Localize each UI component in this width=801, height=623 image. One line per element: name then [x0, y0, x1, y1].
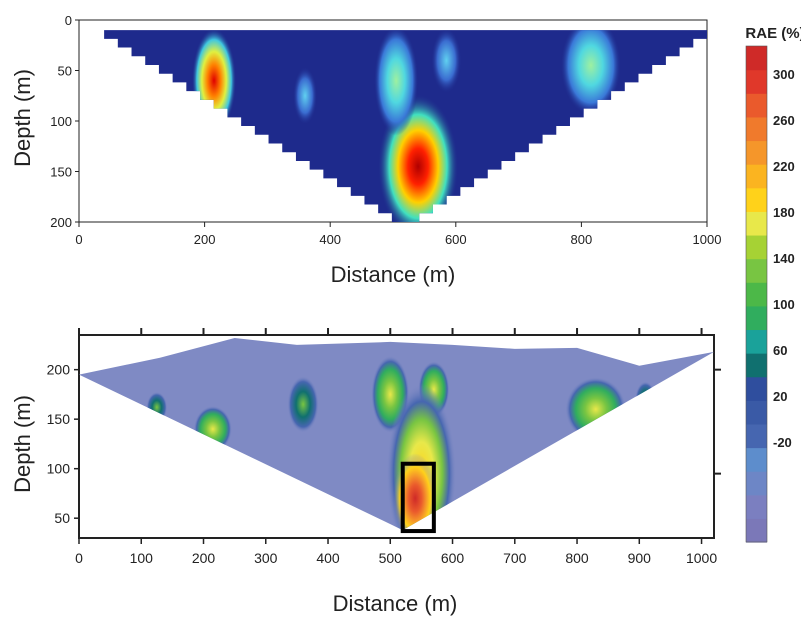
colorbar: RAE (%) 300 260 220 180 140 100 60 20 -20: [745, 25, 801, 543]
colorbar-swatches: [746, 46, 767, 543]
top-x-tick-label: 400: [319, 232, 341, 247]
colorbar-swatch: [746, 329, 767, 354]
anomaly-highlight-box: [400, 461, 436, 534]
top-x-tick-label: 1000: [693, 232, 722, 247]
colorbar-swatch: [746, 69, 767, 94]
top-y-axis-label: Depth (m): [10, 69, 35, 167]
colorbar-tick-label: 180: [773, 205, 795, 220]
bottom-anomaly-2: [287, 375, 319, 433]
colorbar-tick-label: 60: [773, 343, 787, 358]
top-anomaly-4: [293, 66, 318, 125]
top-anomaly-5: [431, 30, 462, 94]
top-anomaly-3: [560, 30, 621, 116]
bottom-panel: 0 100 200 300 400 500 600 700 800 900 1000 50 100 15…: [10, 328, 721, 616]
top-x-tick-label: 0: [75, 232, 82, 247]
colorbar-swatch: [746, 305, 767, 331]
colorbar-swatch: [746, 282, 767, 307]
bottom-y-tick-label: 150: [47, 411, 71, 427]
colorbar-tick-label: 20: [773, 389, 787, 404]
top-x-axis-label: Distance (m): [331, 262, 456, 287]
bottom-y-tick-label: 50: [54, 510, 70, 526]
colorbar-swatch: [746, 423, 767, 449]
colorbar-swatch: [746, 211, 767, 236]
top-x-tick-label: 800: [571, 232, 593, 247]
colorbar-swatch: [746, 140, 767, 165]
colorbar-tick-label: 300: [773, 67, 795, 82]
bottom-x-tick-label: 900: [628, 550, 652, 566]
top-anomalies: [191, 30, 621, 222]
top-anomaly-2: [374, 30, 419, 136]
colorbar-ticks: 300 260 220 180 140 100 60 20 -20: [773, 67, 795, 450]
colorbar-tick-label: -20: [773, 435, 792, 450]
bottom-x-tick-label: 800: [565, 550, 589, 566]
bottom-x-tick-label: 600: [441, 550, 465, 566]
bottom-y-axis-label: Depth (m): [10, 395, 35, 493]
top-x-tick-label: 200: [194, 232, 216, 247]
bottom-y-tick-label: 200: [47, 362, 71, 378]
top-y-tick-label: 200: [50, 215, 72, 230]
colorbar-swatch: [746, 400, 767, 425]
colorbar-swatch: [746, 258, 767, 283]
top-y-axis: 0 50 100 150 200: [50, 13, 79, 230]
bottom-x-tick-label: 400: [316, 550, 340, 566]
bottom-x-tick-label: 300: [254, 550, 278, 566]
colorbar-tick-label: 260: [773, 113, 795, 128]
colorbar-swatch: [746, 46, 767, 71]
top-y-tick-label: 100: [50, 114, 72, 129]
colorbar-swatch: [746, 447, 767, 472]
colorbar-swatch: [746, 518, 767, 543]
bottom-x-axis-label: Distance (m): [333, 591, 458, 616]
bottom-x-tick-label: 0: [75, 550, 83, 566]
colorbar-swatch: [746, 494, 767, 519]
bottom-x-tick-label: 100: [130, 550, 154, 566]
top-x-axis: 0 200 400 600 800 1000: [75, 222, 721, 247]
top-y-tick-label: 150: [50, 165, 72, 180]
colorbar-swatch: [746, 93, 767, 118]
colorbar-swatch: [746, 376, 767, 401]
colorbar-swatch: [746, 471, 767, 496]
bottom-y-tick-label: 100: [47, 461, 71, 477]
bottom-x-tick-label: 500: [379, 550, 403, 566]
bottom-x-axis: 0 100 200 300 400 500 600 700 800 900 1000: [75, 538, 717, 566]
colorbar-swatch: [746, 164, 767, 189]
colorbar-swatch: [746, 187, 767, 212]
colorbar-swatch: [746, 234, 767, 260]
colorbar-tick-label: 140: [773, 251, 795, 266]
colorbar-tick-label: 220: [773, 159, 795, 174]
top-y-tick-label: 0: [65, 13, 72, 28]
colorbar-tick-label: 100: [773, 297, 795, 312]
bottom-x-tick-label: 700: [503, 550, 527, 566]
bottom-x-tick-label: 200: [192, 550, 216, 566]
top-x-tick-label: 600: [445, 232, 467, 247]
colorbar-swatch: [746, 353, 767, 378]
bottom-y-axis: 50 100 150 200: [47, 362, 79, 526]
bottom-x-tick-label: 1000: [686, 550, 717, 566]
colorbar-swatch: [746, 116, 767, 142]
colorbar-frame: [745, 45, 768, 543]
top-y-tick-label: 50: [58, 64, 72, 79]
colorbar-title: RAE (%): [745, 25, 801, 42]
bottom-frame-ticks: [78, 328, 721, 475]
